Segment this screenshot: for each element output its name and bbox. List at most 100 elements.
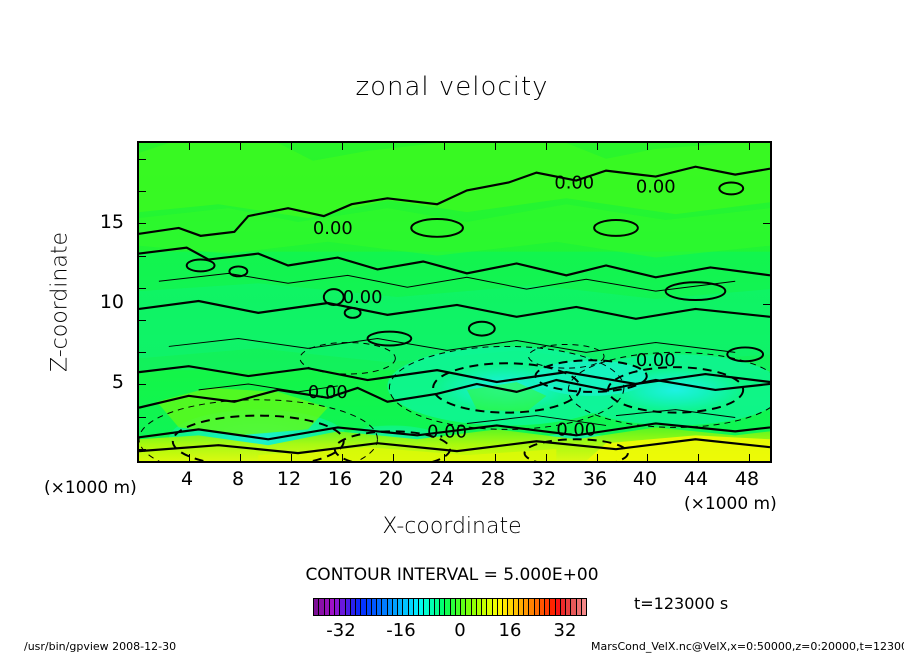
colorbar-cell: [518, 599, 524, 615]
colorbar-cell: [408, 599, 414, 615]
tick-x-top: [698, 143, 699, 150]
colorbar-cell: [524, 599, 530, 615]
colorbar-cell: [413, 599, 419, 615]
tick-y-left: [139, 320, 146, 321]
tick-x-top: [749, 143, 750, 150]
tick-y-left: [139, 417, 146, 418]
tick-y-left: [139, 191, 146, 192]
colorbar-cell: [503, 599, 509, 615]
tick-x-top: [342, 143, 343, 150]
tick-x-bottom: [546, 454, 547, 461]
contour-interval-label: CONTOUR INTERVAL = 5.000E+00: [305, 565, 599, 585]
colorbar-tick-label: -16: [386, 620, 416, 641]
svg-text:0.00: 0.00: [343, 287, 383, 308]
colorbar-cell: [471, 599, 477, 615]
x-tick-label: 24: [429, 468, 455, 490]
svg-text:0.00: 0.00: [636, 176, 676, 197]
colorbar-cell: [445, 599, 451, 615]
colorbar-cell: [482, 599, 488, 615]
tick-x-bottom: [342, 454, 343, 461]
tick-y-right: [763, 223, 770, 224]
tick-x-bottom: [647, 454, 648, 461]
small-contour-cells: [185, 181, 765, 363]
colorbar-tick-label: 32: [553, 620, 577, 641]
tick-x-top: [444, 143, 445, 150]
colorbar-cell: [539, 599, 545, 615]
y-tick-label: 10: [99, 291, 124, 313]
colorbar-cell: [361, 599, 367, 615]
tick-x-bottom: [240, 454, 241, 461]
tick-y-right: [763, 304, 770, 305]
colorbar-cell: [497, 599, 503, 615]
negative-contour-lines: [171, 359, 745, 461]
tick-x-top: [393, 143, 394, 150]
colorbar-cell: [487, 599, 493, 615]
tick-x-top: [189, 143, 190, 150]
colorbar-cell: [392, 599, 398, 615]
secondary-contour-lines: [158, 272, 736, 426]
tick-x-top: [240, 143, 241, 150]
tick-x-top: [647, 143, 648, 150]
tick-y-left: [139, 288, 146, 289]
svg-text:0.00: 0.00: [427, 421, 467, 442]
colorbar-cell: [560, 599, 566, 615]
colorbar-cell: [371, 599, 377, 615]
tick-y-left: [139, 384, 146, 385]
colorbar-cell: [350, 599, 356, 615]
time-label: t=123000 s: [634, 594, 729, 613]
tick-x-bottom: [393, 454, 394, 461]
tick-y-left: [139, 256, 146, 257]
tick-x-bottom: [189, 454, 190, 461]
tick-x-bottom: [597, 454, 598, 461]
footer-dataset-stamp: MarsCond_VelX.nc@VelX,x=0:50000,z=0:2000…: [591, 640, 904, 653]
x-tick-label: 4: [180, 468, 194, 490]
colorbar-cell: [455, 599, 461, 615]
colorbar-cell: [576, 599, 582, 615]
tick-y-left: [139, 223, 146, 224]
colorbar-cell: [319, 599, 325, 615]
colorbar-cell: [366, 599, 372, 615]
svg-text:0.00: 0.00: [636, 350, 676, 371]
colorbar[interactable]: [313, 598, 587, 616]
tick-y-right: [763, 384, 770, 385]
tick-x-bottom: [291, 454, 292, 461]
footer-command-stamp: /usr/bin/gpview 2008-12-30: [24, 640, 177, 653]
svg-text:0.00: 0.00: [313, 218, 353, 239]
tick-x-bottom: [698, 454, 699, 461]
zero-contour-lines: [139, 165, 770, 455]
x-tick-label: 12: [276, 468, 302, 490]
colorbar-cell: [324, 599, 330, 615]
colorbar-cell: [377, 599, 383, 615]
colorbar-cell: [571, 599, 577, 615]
colorbar-cell: [545, 599, 551, 615]
y-axis-title: Z-coordinate: [47, 232, 73, 372]
tick-x-top: [546, 143, 547, 150]
x-tick-label: 40: [632, 468, 658, 490]
x-axis-unit-right: (×1000 m): [684, 494, 777, 514]
colorbar-cell: [340, 599, 346, 615]
contour-field: 0.00 0.00 0.00 0.00 0.00 0.00 0.00 0.00: [139, 143, 770, 461]
negative-contour-outer: [139, 341, 770, 461]
colorbar-tick-label: 16: [498, 620, 522, 641]
colorbar-cell: [398, 599, 404, 615]
tick-x-bottom: [444, 454, 445, 461]
colorbar-cell: [429, 599, 435, 615]
colorbar-cell: [356, 599, 362, 615]
svg-text:0.00: 0.00: [556, 419, 596, 440]
tick-x-top: [495, 143, 496, 150]
x-tick-label: 48: [734, 468, 760, 490]
colorbar-cell: [466, 599, 472, 615]
colorbar-cell: [434, 599, 440, 615]
colorbar-cell: [566, 599, 572, 615]
colorbar-cell: [476, 599, 482, 615]
colorbar-cell: [555, 599, 561, 615]
colorbar-tick-label: 0: [454, 620, 466, 641]
y-tick-label: 15: [99, 211, 124, 233]
colorbar-cell: [508, 599, 514, 615]
tick-x-bottom: [749, 454, 750, 461]
colorbar-tick-label: -32: [326, 620, 356, 641]
colorbar-cell: [450, 599, 456, 615]
contour-label-group: 0.00 0.00 0.00 0.00 0.00 0.00 0.00 0.00: [308, 172, 676, 442]
x-axis-title: X-coordinate: [382, 514, 522, 539]
colorbar-cell: [492, 599, 498, 615]
